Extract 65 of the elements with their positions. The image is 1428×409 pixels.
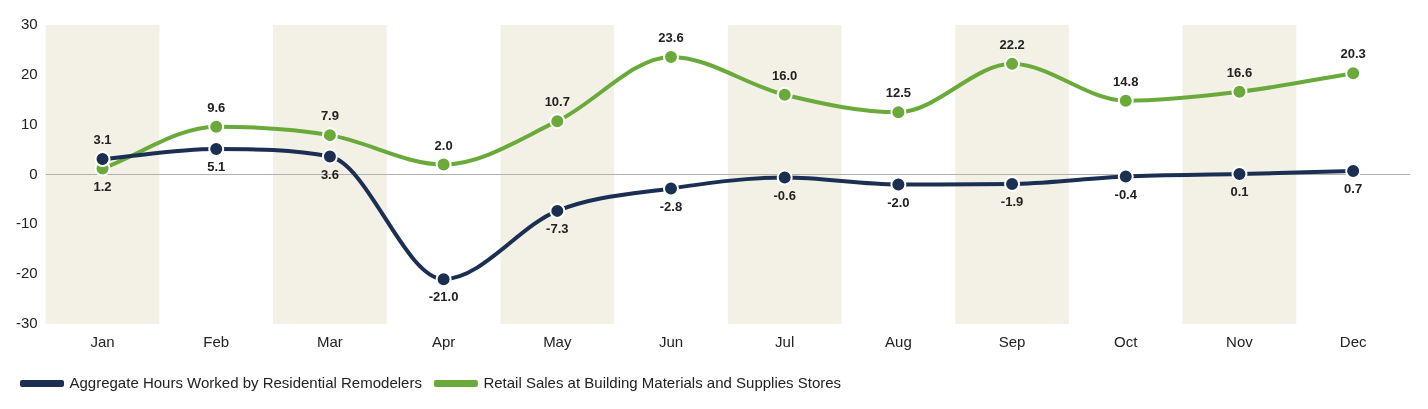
y-tick-label: 0 [29, 164, 38, 182]
point [1004, 55, 1021, 72]
point [435, 271, 452, 288]
point [1231, 166, 1248, 182]
data-label: 1.2 [93, 178, 112, 194]
data-label: 0.1 [1230, 184, 1249, 200]
data-label: 16.0 [772, 67, 798, 83]
point [208, 118, 225, 135]
data-label: 7.9 [320, 108, 339, 124]
x-tick-label: Sep [998, 333, 1026, 351]
point [94, 151, 111, 168]
data-label: -7.3 [546, 220, 569, 236]
y-tick-label: -10 [15, 214, 38, 232]
y-tick-label: -30 [15, 314, 38, 332]
x-tick-label: Apr [431, 333, 456, 351]
point [1117, 92, 1134, 109]
point [662, 180, 679, 197]
data-label: -0.4 [1114, 186, 1138, 202]
point [776, 169, 793, 186]
data-label: -1.9 [1000, 194, 1024, 210]
data-label: 10.7 [544, 94, 570, 110]
legend-label: Retail Sales at Building Materials and Supplies Stores [483, 373, 842, 391]
data-label: 3.6 [320, 166, 339, 182]
y-tick-label: 30 [20, 15, 38, 33]
data-label: -21.0 [428, 289, 459, 305]
x-tick-label: Oct [1114, 333, 1139, 351]
x-tick-label: May [543, 333, 572, 351]
point [890, 176, 907, 193]
point [1004, 175, 1021, 192]
point [321, 127, 338, 144]
point [549, 202, 566, 219]
point [321, 148, 338, 165]
data-label: -2.0 [887, 194, 910, 210]
data-label: 9.6 [207, 99, 226, 115]
point [1345, 65, 1362, 82]
data-label: 0.7 [1344, 181, 1363, 197]
data-label: -2.8 [659, 198, 683, 214]
point [776, 86, 793, 103]
data-label: 22.2 [999, 36, 1025, 52]
data-label: 2.0 [434, 137, 453, 153]
legend-label: Aggregate Hours Worked by Residential Remodelers [69, 373, 422, 391]
data-label: 16.6 [1226, 64, 1253, 80]
data-label: 20.3 [1340, 46, 1366, 62]
x-tick-label: Nov [1226, 333, 1254, 351]
data-label: 3.1 [93, 132, 112, 148]
x-tick-label: Aug [885, 333, 912, 351]
y-tick-label: 20 [20, 64, 38, 82]
point [1117, 168, 1134, 185]
x-tick-label: Dec [1339, 333, 1367, 351]
data-label: 12.5 [885, 85, 912, 101]
y-tick-label: -20 [15, 264, 38, 282]
x-tick-label: Jul [775, 333, 795, 351]
point [549, 113, 566, 130]
y-tick-label: 10 [20, 114, 38, 132]
data-label: 5.1 [207, 159, 226, 175]
point [890, 104, 907, 121]
point [1231, 83, 1248, 100]
x-tick-label: Feb [203, 333, 230, 351]
x-tick-label: Jan [90, 333, 115, 351]
point [435, 156, 452, 173]
x-tick-label: Mar [316, 333, 343, 351]
x-tick-label: Jun [658, 333, 684, 351]
data-label: 23.6 [658, 29, 684, 45]
data-label: -0.6 [773, 187, 796, 203]
data-label: 14.8 [1113, 73, 1139, 89]
